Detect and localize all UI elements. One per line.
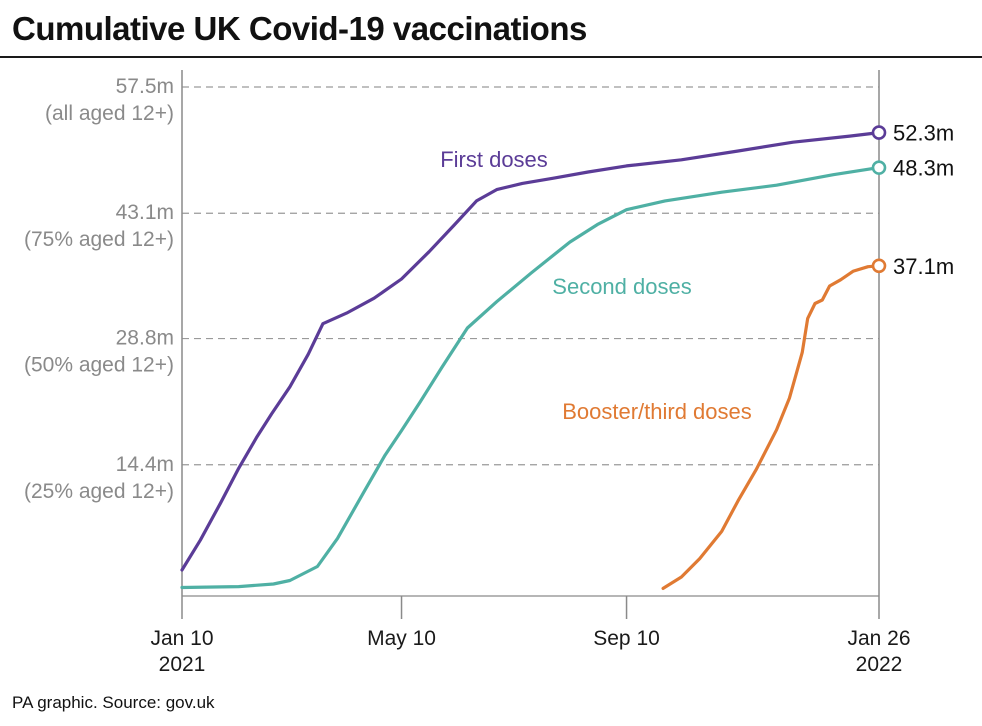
- series-end-marker: [871, 160, 887, 175]
- y-tick-sublabel: (50% aged 12+): [24, 354, 174, 377]
- y-tick-sublabel: (75% aged 12+): [24, 228, 174, 251]
- chart-labels: 57.5m (all aged 12+) 43.1m (75% aged 12+) 28…: [24, 75, 954, 676]
- series-end-value: 52.3m: [893, 121, 954, 146]
- y-tick-label: 14.4m: [116, 453, 174, 476]
- x-tick-sublabel: 2022: [856, 653, 903, 676]
- series-end-marker: [871, 258, 887, 274]
- gridlines: [182, 86, 879, 466]
- series-lines: [180, 125, 887, 591]
- series-end-marker: [871, 125, 887, 140]
- x-tick-sublabel: 2021: [159, 653, 206, 676]
- x-tick-label: Jan 26: [847, 627, 910, 650]
- chart-title: Cumulative UK Covid-19 vaccinations: [12, 10, 587, 47]
- axes: [181, 70, 880, 619]
- series-name-label: First doses: [440, 147, 548, 172]
- series-line-3: [661, 264, 881, 591]
- x-tick-label: Sep 10: [593, 627, 660, 650]
- x-tick-label: May 10: [367, 627, 436, 650]
- series-name-label: Second doses: [552, 274, 691, 299]
- title-rule: [0, 56, 982, 58]
- series-name-label: Booster/third doses: [562, 399, 752, 424]
- series-end-value: 37.1m: [893, 254, 954, 279]
- series-line-2: [180, 166, 881, 590]
- y-tick-sublabel: (25% aged 12+): [24, 480, 174, 503]
- series-line-1: [180, 131, 881, 572]
- series-end-value: 48.3m: [893, 156, 954, 181]
- y-tick-label: 43.1m: [116, 201, 174, 224]
- source-note: PA graphic. Source: gov.uk: [12, 693, 215, 712]
- x-tick-label: Jan 10: [150, 627, 213, 650]
- y-tick-sublabel: (all aged 12+): [45, 102, 174, 125]
- y-tick-label: 28.8m: [116, 327, 174, 350]
- y-tick-label: 57.5m: [116, 75, 174, 98]
